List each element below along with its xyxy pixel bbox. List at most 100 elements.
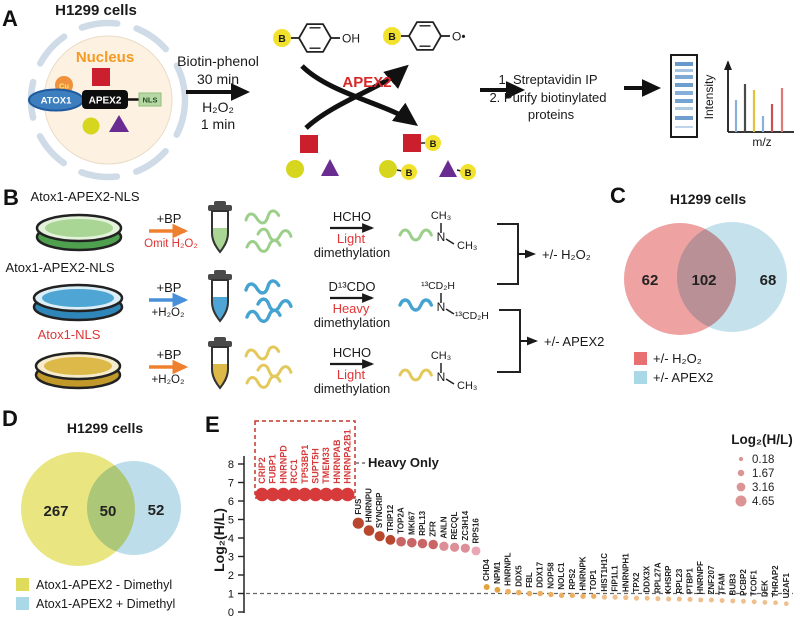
protein-dot: [569, 592, 575, 599]
protein-dot: [526, 590, 533, 597]
red-square-protein: [403, 134, 421, 152]
biotin-b-icon: [401, 164, 417, 180]
protein-label: RPS16: [472, 518, 481, 544]
protein-dot: [580, 593, 586, 599]
protein-dot: [374, 531, 385, 542]
protein-label: TFAM: [718, 573, 727, 595]
labeling-arrow: Biotin-phenol 30 min H₂O₂ 1 min: [177, 53, 259, 132]
sample-label: Atox1-APEX2-NLS: [30, 189, 139, 204]
protein-label: SYNCRIP: [375, 492, 384, 528]
methyl-top: CH₃: [431, 350, 451, 362]
label-step: dimethylation: [314, 245, 391, 260]
workflow-step-3: proteins: [528, 107, 575, 122]
peptide-squiggles: [243, 344, 293, 390]
protein-dot: [428, 539, 438, 550]
catalysis-arrow-down: [300, 64, 419, 126]
workflow-step-1: 1. Streptavidin IP: [499, 72, 598, 87]
protein-dot: [385, 534, 396, 545]
protein-label: FIP1L1: [611, 565, 620, 592]
protein-label: TRIP12: [386, 504, 395, 532]
apex2-label: APEX2: [89, 96, 122, 107]
protein-label: ZC3H14: [461, 510, 470, 540]
protein-label: HNRNPH1: [621, 553, 630, 592]
heavy-only-protein-label: HNRNPA2B1: [343, 429, 353, 483]
dish-media: [45, 219, 113, 237]
protein-label: TPX2: [632, 572, 641, 593]
protein-label: PTBP1: [686, 568, 695, 594]
oxidant-time: 1 min: [201, 116, 235, 132]
panel-c-title: H1299 cells: [670, 191, 746, 207]
tube-cap: [208, 205, 232, 211]
dimethyl-structure-light-1: N CH₃ CH₃: [398, 210, 477, 252]
protein-dot: [666, 596, 672, 602]
tube-cap-tab: [214, 270, 226, 275]
protein-label: THRAP2: [771, 565, 780, 598]
protein-label: HNRNPL: [504, 552, 513, 585]
bp-label: +BP: [157, 211, 182, 226]
panel-a-title: H1299 cells: [55, 2, 137, 19]
protein-label: DDX3X: [643, 565, 652, 592]
heavy-only-protein-label: TP53BP1: [300, 445, 310, 484]
benzene-ring-icon: [297, 23, 333, 53]
heavy-only-protein-label: HNRNPAB: [332, 439, 342, 484]
panel-e-label: E: [205, 412, 220, 437]
legend-label: +/- H₂O₂: [653, 351, 702, 366]
petri-dish-icon: [34, 351, 122, 390]
comparison-bracket-1: [497, 223, 519, 285]
protein-dot: [449, 542, 460, 552]
protein-dot: [783, 601, 789, 607]
protein-label: ANLN: [439, 516, 448, 538]
hydroxyl-label: OH: [342, 32, 360, 46]
comparison-label-2: +/- APEX2: [544, 334, 604, 349]
tube-liquid: [212, 364, 228, 388]
protein-dot: [494, 586, 501, 593]
methyl-top: ¹³CD₂H: [421, 280, 455, 292]
ms-xlabel: m/z: [752, 135, 771, 149]
methyl-top: CH₃: [431, 210, 451, 222]
protein-dot: [483, 584, 490, 591]
protein-label: ZFR: [429, 521, 438, 537]
protein-dot: [719, 598, 725, 603]
cu-label: Cu: [59, 82, 69, 91]
nucleus-label: Nucleus: [76, 49, 134, 66]
protein-dot: [439, 541, 449, 551]
tube-liquid: [212, 228, 228, 252]
protein-label: TOP2A: [397, 507, 406, 534]
bond: [445, 308, 455, 315]
heavy-only-dot: [255, 487, 269, 502]
protein-dot: [676, 596, 682, 602]
label-step: dimethylation: [314, 381, 391, 396]
reagent-time: 30 min: [197, 71, 239, 87]
protein-label: DEK: [760, 580, 769, 597]
reagent-label: D¹³CDO: [329, 279, 376, 294]
protein-label: FBL: [525, 572, 534, 588]
heavy-only-dot: [308, 487, 323, 502]
label-mode: Light: [337, 367, 366, 382]
panel-b-label: B: [3, 185, 19, 210]
panel-d-title: H1299 cells: [67, 420, 143, 436]
ms-ylabel: Intensity: [702, 75, 716, 120]
protein-dot: [730, 598, 736, 604]
y-tick-label: 8: [228, 459, 234, 471]
unlabeled-proteins: [286, 135, 339, 178]
protein-dot: [655, 596, 661, 602]
protein-label: TOP1: [589, 569, 598, 590]
protein-dot: [417, 538, 428, 549]
benzene-ring-icon: [407, 21, 443, 51]
protein-dot: [516, 589, 522, 596]
biotin-b-label: B: [465, 168, 472, 179]
legend-swatch: [16, 578, 29, 591]
ms-peaks: [734, 84, 784, 132]
size-legend-title: Log₂(H/L): [731, 432, 792, 447]
venn-left-count: 62: [642, 272, 659, 289]
methyl-side: CH₃: [457, 240, 477, 252]
protein-label: NOLC1: [557, 562, 566, 590]
label-mode: Heavy: [333, 301, 370, 316]
protein-dot: [591, 593, 597, 599]
protein-label: U2AF1: [782, 572, 791, 598]
tube-cap: [208, 341, 232, 347]
venn-right-circle: [677, 222, 787, 332]
panel-d-label: D: [2, 406, 18, 431]
